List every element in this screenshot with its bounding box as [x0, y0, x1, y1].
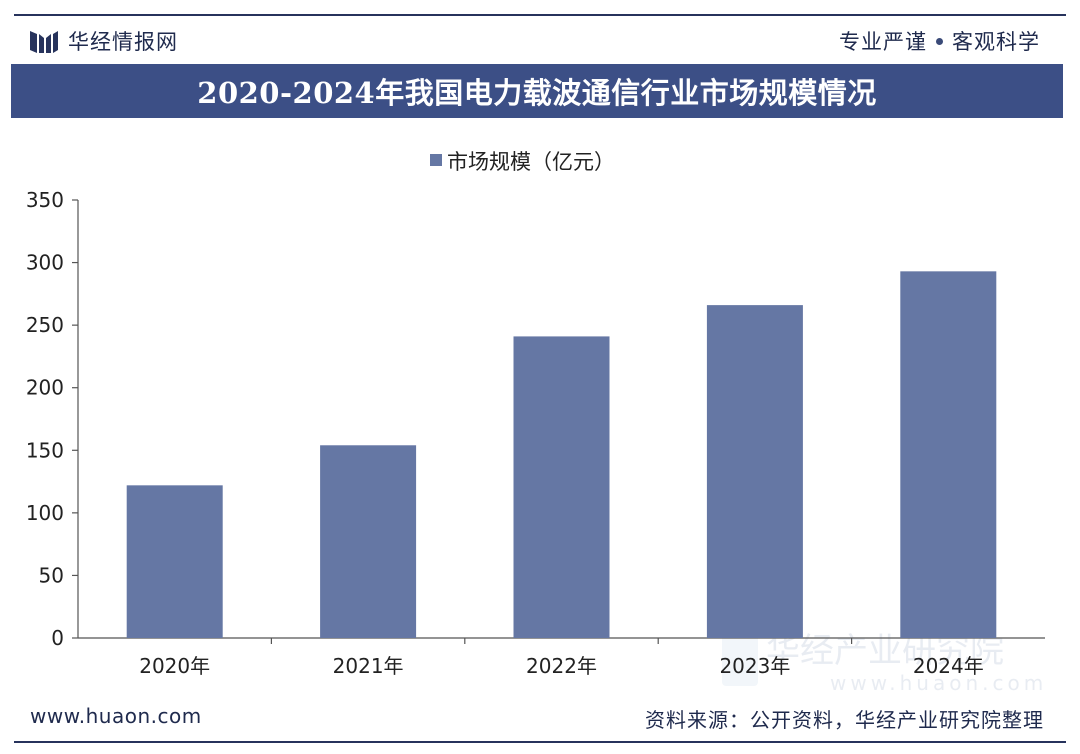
y-tick-label-300: 300: [26, 251, 64, 275]
y-tick-label-250: 250: [26, 313, 64, 337]
y-tick-label-150: 150: [26, 438, 64, 462]
legend-swatch: [430, 154, 442, 166]
chart-title: 2020-2024年我国电力载波通信行业市场规模情况: [197, 76, 877, 110]
y-ticks: 0 50 100 150 200 250 300 350: [26, 188, 78, 650]
brand: 华经情报网: [30, 24, 178, 58]
watermark-url: www.huaon.com: [830, 671, 1047, 695]
legend: 市场规模（亿元）: [430, 150, 615, 174]
y-tick-label-200: 200: [26, 376, 64, 400]
slogan-left: 专业严谨: [839, 30, 927, 54]
slogan-right: 客观科学: [952, 30, 1040, 54]
title-bar: 2020-2024年我国电力载波通信行业市场规模情况: [11, 64, 1063, 118]
y-tick-label-100: 100: [26, 501, 64, 525]
top-border-line: [14, 14, 1066, 16]
x-tick-label-2022年: 2022年: [526, 654, 597, 678]
x-tick-label-2021年: 2021年: [333, 654, 404, 678]
y-tick-label-50: 50: [39, 563, 64, 587]
bar-2020年: [126, 485, 223, 638]
slogan: 专业严谨 客观科学: [839, 24, 1040, 58]
footer-url[interactable]: www.huaon.com: [30, 704, 202, 728]
x-tick-label-2024年: 2024年: [913, 654, 984, 678]
bar-2024年: [900, 271, 997, 638]
bar-2022年: [513, 336, 610, 638]
bar-2021年: [320, 445, 417, 638]
brand-name: 华经情报网: [68, 30, 178, 54]
legend-label: 市场规模（亿元）: [447, 150, 615, 174]
bottom-border-line: [14, 741, 1066, 743]
x-tick-label-2023年: 2023年: [719, 654, 790, 678]
x-ticks: 2020年 2021年 2022年 2023年 2024年: [139, 638, 984, 678]
bars: [126, 271, 997, 638]
y-tick-label-0: 0: [51, 626, 64, 650]
bar-chart: 华经产业研究院 www.huaon.com 市场规模（亿元） 050100150…: [26, 150, 1047, 695]
x-tick-label-2020年: 2020年: [139, 654, 210, 678]
y-tick-label-350: 350: [26, 188, 64, 212]
footer-source: 资料来源：公开资料，华经产业研究院整理: [645, 708, 1044, 732]
slogan-dot-icon: [936, 37, 943, 45]
bar-2023年: [706, 305, 803, 638]
watermark-logo-icon: [722, 628, 758, 686]
brand-logo-icon: [30, 31, 58, 53]
